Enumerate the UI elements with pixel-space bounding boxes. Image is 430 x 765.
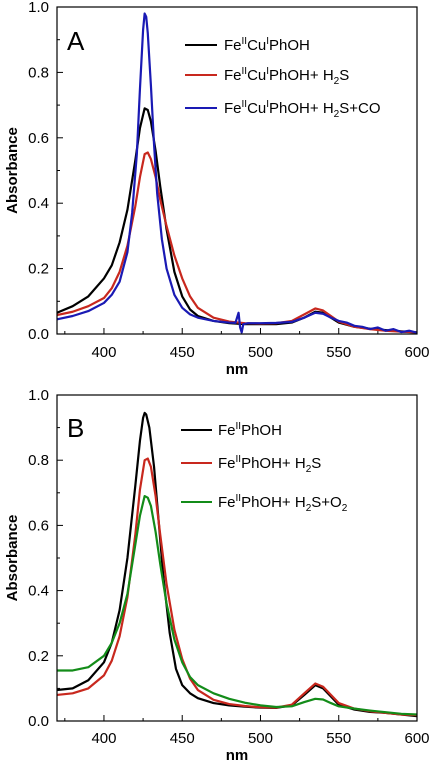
panel-b-x-tick-label: 550 (326, 730, 351, 747)
panel-b-x-tick-label: 400 (91, 730, 116, 747)
panel-a-legend-label-1: FeIICuIPhOH (224, 36, 310, 54)
panel-b-x-tick-label: 600 (404, 730, 429, 747)
panel-b-legend-label-1: FeIIPhOH (218, 421, 282, 439)
panel-a-legend-label-3: FeIICuIPhOH+ H2S+CO (224, 99, 380, 120)
panel-a-series-line-3 (56, 12, 418, 334)
panel-b-legend-label-3: FeIIPhOH+ H2S+O2 (218, 493, 348, 514)
panel-b-y-tick-label: 0.4 (28, 583, 49, 600)
panel-a-y-axis-title: Absorbance (4, 127, 21, 214)
panel-a-y-tick-label: 0.0 (28, 326, 49, 343)
panel-b-y-tick-label: 1.0 (28, 387, 49, 404)
panel-a-y-tick-label: 1.0 (28, 0, 49, 16)
panel-a-x-tick-label: 450 (170, 344, 195, 361)
panel-a-y-tick-label: 0.4 (28, 195, 49, 212)
panel-a-x-tick-label: 600 (404, 344, 429, 361)
panel-b-series-line-3 (57, 494, 418, 716)
panel-b-panel-letter: B (67, 413, 84, 443)
panel-a-plot-frame (56, 6, 418, 335)
panel-b-x-axis-title: nm (226, 747, 249, 764)
panel-b-y-tick-label: 0.2 (28, 648, 49, 665)
panel-a: 400 450 500 550 600 0.0 0.2 0.4 0.6 0.8 1.0 nm Absor… (4, 0, 430, 378)
panel-b-series-line-1 (56, 411, 418, 718)
panel-b-legend-label-2: FeIIPhOH+ H2S (218, 454, 321, 475)
panel-b-series-line-2 (56, 457, 418, 717)
panel-b-x-tick-label: 500 (248, 730, 273, 747)
panel-b-y-tick-label: 0.0 (28, 713, 49, 730)
panel-a-x-tick-label: 400 (91, 344, 116, 361)
panel-b-y-axis-title: Absorbance (4, 515, 21, 602)
panel-a-series-line-2 (56, 151, 418, 334)
panel-a-y-tick-label: 0.6 (28, 130, 49, 147)
panel-a-x-tick-label: 500 (248, 344, 273, 361)
panel-b-x-tick-label: 450 (170, 730, 195, 747)
panel-b-y-tick-label: 0.8 (28, 452, 49, 469)
panel-a-series-line-1 (56, 107, 418, 334)
panel-b-y-tick-label: 0.6 (28, 517, 49, 534)
panel-a-x-tick-label: 550 (326, 344, 351, 361)
panel-a-x-axis-title: nm (226, 361, 249, 378)
panel-b: 400 450 500 550 600 0.0 0.2 0.4 0.6 0.8 1.0 nm Absor… (4, 387, 430, 764)
panel-b-plot-frame (56, 394, 418, 722)
panel-a-y-tick-label: 0.2 (28, 261, 49, 278)
panel-a-legend-label-2: FeIICuIPhOH+ H2S (224, 66, 349, 87)
panel-a-panel-letter: A (67, 26, 85, 56)
panel-a-y-tick-label: 0.8 (28, 64, 49, 81)
